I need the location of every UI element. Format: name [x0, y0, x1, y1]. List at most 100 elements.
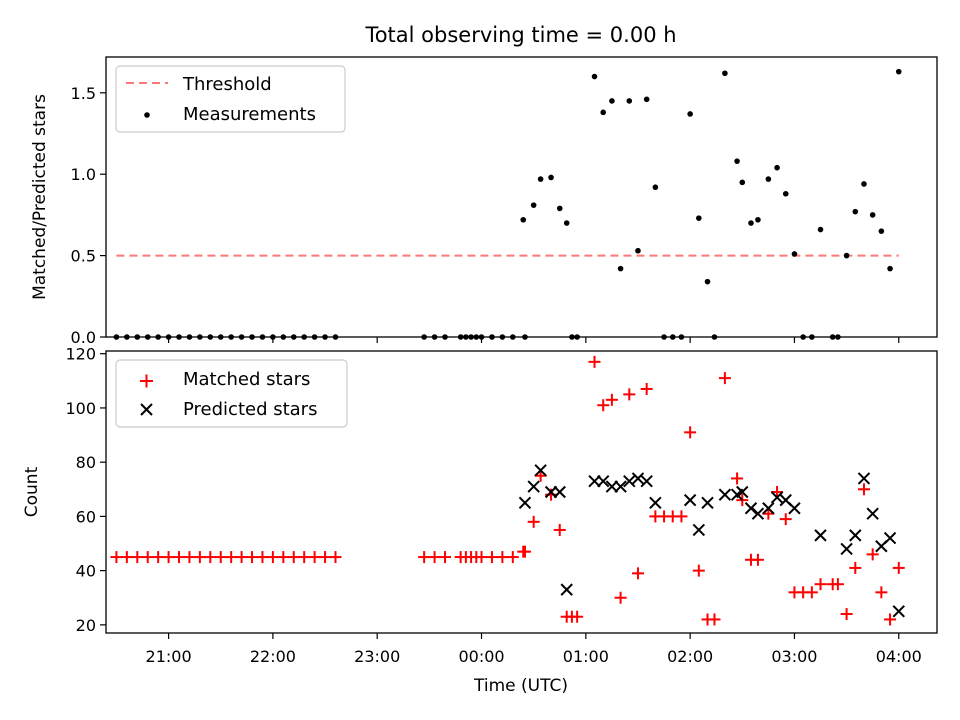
chart-title: Total observing time = 0.00 h: [364, 23, 676, 47]
matched-star-marker: [193, 551, 206, 564]
matched-star-marker: [287, 551, 300, 564]
matched-star-marker: [225, 551, 238, 564]
predicted-star-marker: [840, 542, 853, 556]
predicted-star-marker: [751, 507, 765, 520]
top-y-axis-label: Matched/Predicted stars: [30, 94, 50, 300]
predicted-star-marker: [849, 529, 862, 542]
predicted-star-marker: [736, 485, 749, 499]
matched-star-marker: [771, 486, 784, 498]
measurement-point: [755, 216, 761, 223]
legend-predicted-label: Predicted stars: [183, 399, 317, 420]
top-plot-frame: [105, 56, 938, 338]
x-tick-label: 01:00: [563, 647, 609, 666]
matched-star-marker: [418, 551, 431, 564]
predicted-star-marker: [857, 472, 871, 485]
matched-star-marker: [631, 567, 644, 580]
matched-star-marker: [875, 586, 888, 599]
matched-star-marker: [684, 426, 697, 439]
measurement-point: [765, 176, 772, 182]
legend-predicted-swatch: [140, 403, 153, 416]
matched-star-marker: [120, 551, 133, 564]
measurement-point: [704, 278, 711, 285]
matched-star-marker: [840, 608, 853, 621]
x-tick-label: 21:00: [146, 647, 192, 666]
matched-star-marker: [246, 551, 259, 564]
matched-star-marker: [439, 551, 452, 564]
predicted-star-marker: [527, 480, 540, 493]
measurement-point: [774, 164, 780, 171]
matched-star-marker: [588, 355, 601, 368]
measurement-point: [887, 265, 893, 272]
measurement-point: [591, 73, 598, 80]
matched-star-marker: [485, 551, 498, 564]
measurement-point: [869, 212, 876, 218]
matched-star-marker: [506, 551, 519, 564]
predicted-star-marker: [718, 488, 732, 501]
predicted-star-marker: [683, 493, 697, 507]
measurement-point: [696, 215, 702, 221]
measurement-point: [687, 111, 693, 117]
measurement-point: [722, 70, 728, 77]
bottom-y-tick-label: 100: [65, 399, 96, 418]
matched-star-marker: [235, 551, 248, 564]
matched-star-marker: [831, 578, 844, 591]
x-axis-label: Time (UTC): [473, 676, 568, 696]
matched-star-marker: [762, 507, 775, 520]
x-tick-label: 04:00: [876, 647, 922, 666]
predicted-star-marker: [866, 507, 879, 520]
predicted-star-marker: [597, 474, 610, 488]
predicted-star-marker: [814, 529, 827, 542]
matched-star-marker: [214, 551, 227, 564]
measurement-point: [652, 184, 659, 191]
top-legend: Threshold Measurements: [115, 65, 346, 133]
measurement-point: [600, 109, 607, 116]
predicted-star-marker: [614, 480, 627, 493]
matched-star-marker: [152, 551, 165, 564]
x-tick-label: 00:00: [458, 647, 504, 666]
legend-matched-swatch: [140, 374, 153, 388]
matched-star-marker: [329, 551, 342, 564]
predicted-star-marker: [762, 502, 775, 515]
matched-star-marker: [110, 551, 123, 564]
matched-star-marker: [183, 551, 196, 564]
matched-star-marker: [496, 551, 509, 564]
matched-star-marker: [162, 551, 175, 564]
top-y-tick-label: 0.5: [71, 247, 96, 266]
matched-star-marker: [173, 551, 186, 564]
matched-star-marker: [308, 551, 321, 564]
predicted-star-marker: [770, 491, 784, 504]
predicted-star-marker: [883, 531, 897, 545]
predicted-star-marker: [553, 485, 566, 499]
measurement-point: [895, 68, 902, 75]
predicted-star-marker: [788, 502, 801, 515]
matched-star-marker: [708, 613, 721, 626]
predicted-star-marker: [744, 502, 758, 515]
matched-star-marker: [623, 388, 636, 401]
matched-star-marker: [857, 483, 870, 496]
matched-star-marker: [141, 551, 154, 564]
top-y-tick-label: 0.0: [71, 328, 96, 347]
top-y-tick-label: 1.5: [71, 84, 96, 103]
matched-star-marker: [597, 399, 610, 412]
measurement-point: [782, 190, 789, 197]
measurement-point: [852, 208, 859, 215]
matched-star-marker: [527, 515, 540, 528]
matched-star-marker: [849, 561, 862, 574]
matched-star-marker: [814, 578, 827, 591]
matched-star-marker: [571, 610, 584, 623]
measurement-point: [861, 181, 867, 187]
bottom-plot-area: 20 40 60 80 100 120 21:00 22:00 23:00 00:00 01:00 0…: [65, 345, 921, 666]
measurement-point: [530, 202, 537, 208]
predicted-star-marker: [692, 523, 706, 537]
matched-star-marker: [640, 382, 653, 395]
bottom-y-tick-label: 80: [76, 453, 96, 472]
matched-star-marker: [131, 551, 144, 564]
predicted-star-marker: [518, 496, 532, 510]
matched-star-marker: [553, 523, 566, 536]
matched-star-marker: [805, 586, 818, 599]
bottom-y-tick-label: 120: [65, 345, 96, 364]
measurement-point: [563, 220, 570, 226]
measurement-point: [643, 96, 650, 103]
measurement-point: [537, 176, 544, 182]
measurement-point: [734, 158, 740, 164]
